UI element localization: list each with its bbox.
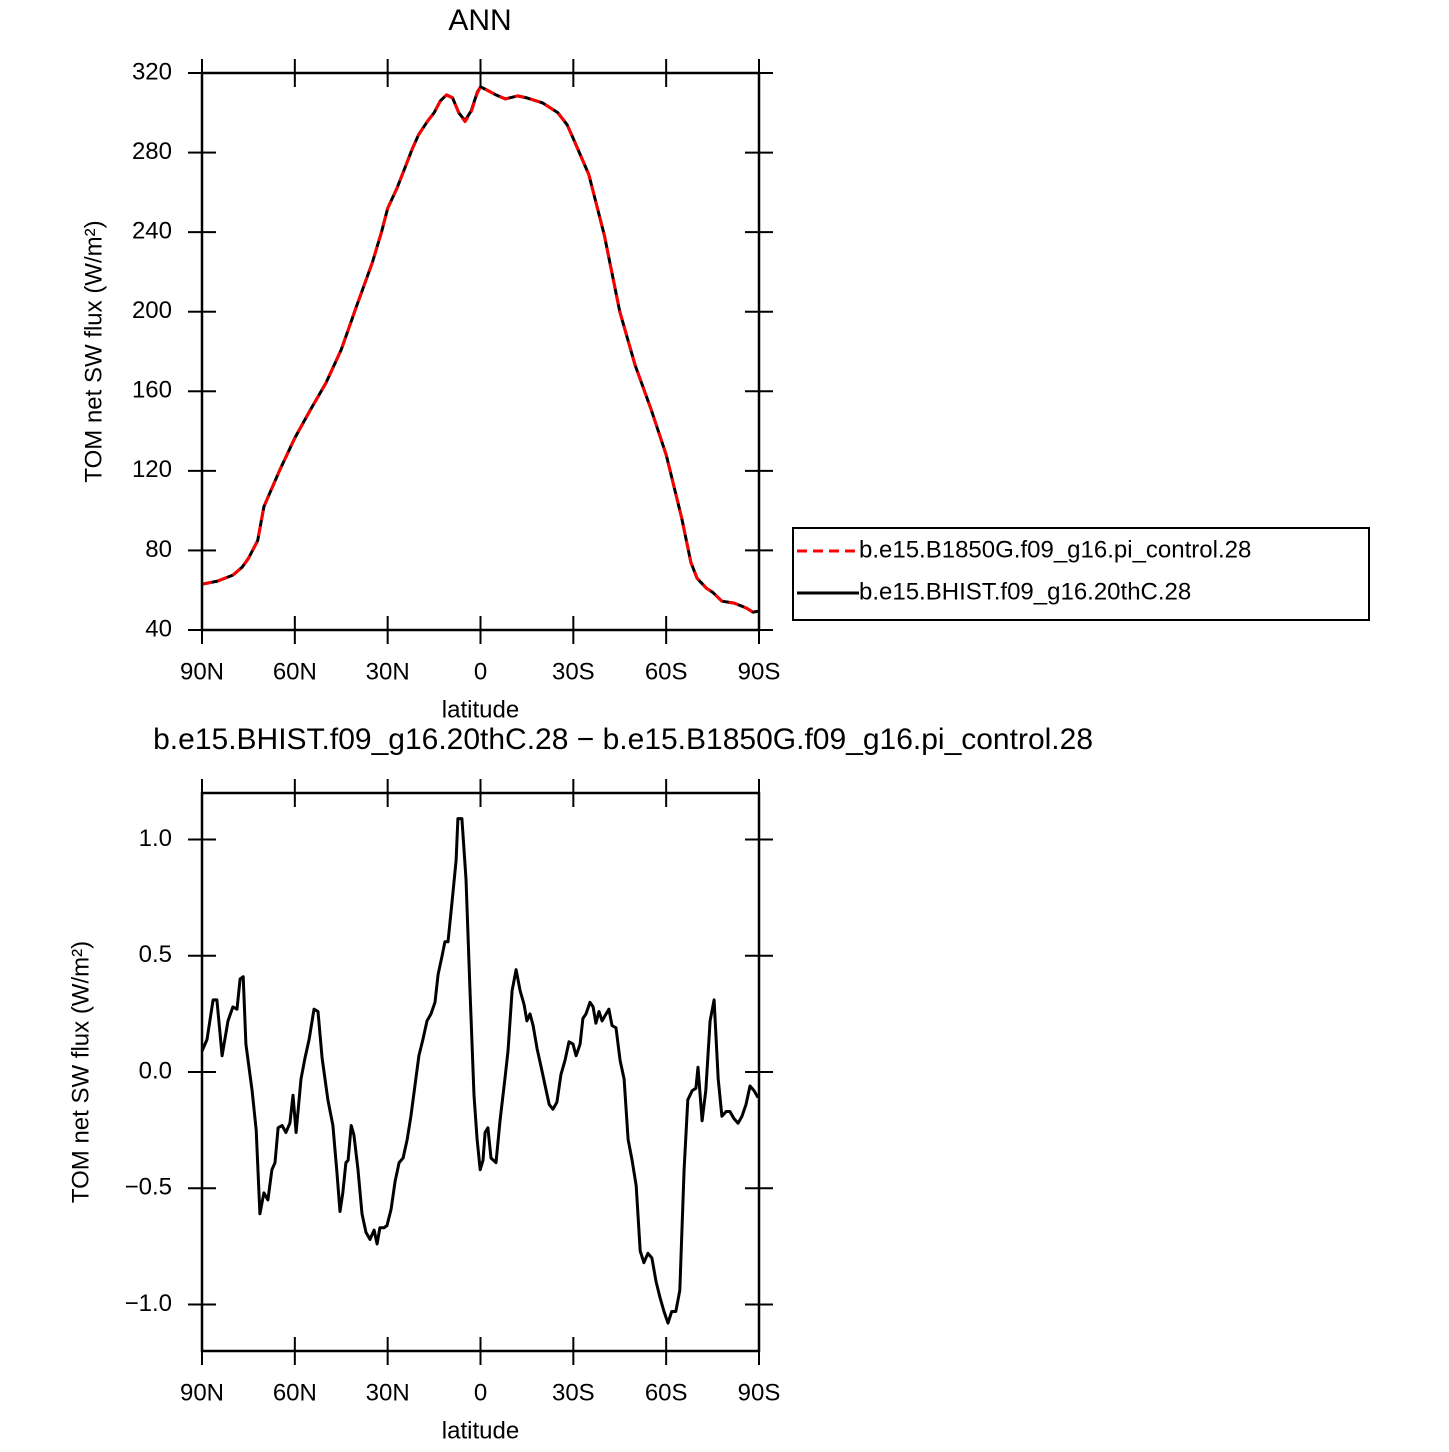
data-line (200, 817, 760, 1325)
y-tick-label: 0.0 (139, 1057, 172, 1084)
x-tick-label: 90S (738, 1379, 781, 1406)
y-tick-label: 320 (132, 58, 172, 85)
y-tick-label: −1.0 (125, 1290, 172, 1317)
chart-title: ANN (448, 4, 511, 37)
x-axis-label: latitude (442, 696, 519, 723)
x-tick-label: 60S (645, 658, 688, 685)
y-tick-label: 240 (132, 217, 172, 244)
plot-frame (200, 71, 761, 632)
y-tick-label: 40 (145, 615, 172, 642)
x-tick-label: 0 (474, 1379, 487, 1406)
y-tick-label: 80 (145, 536, 172, 563)
x-axis-label: latitude (442, 1417, 519, 1444)
data-line (201, 85, 760, 614)
x-tick-label: 30N (366, 1379, 410, 1406)
x-tick-label: 60S (645, 1379, 688, 1406)
y-tick-label: 200 (132, 297, 172, 324)
x-tick-label: 30S (552, 1379, 595, 1406)
plot-frame (200, 791, 761, 1353)
x-tick-label: 60N (273, 1379, 317, 1406)
y-tick-label: 280 (132, 138, 172, 165)
x-tick-label: 90N (180, 1379, 224, 1406)
x-tick-label: 60N (273, 658, 317, 685)
x-tick-label: 30N (366, 658, 410, 685)
legend-box (792, 527, 1370, 621)
y-tick-label: 1.0 (139, 825, 172, 852)
legend-label: b.e15.BHIST.f09_g16.20thC.28 (859, 578, 1191, 605)
y-tick-label: −0.5 (125, 1174, 172, 1201)
x-tick-label: 30S (552, 658, 595, 685)
y-tick-label: 160 (132, 377, 172, 404)
x-tick-label: 0 (474, 658, 487, 685)
chart-title: b.e15.BHIST.f09_g16.20thC.28 − b.e15.B18… (153, 723, 1093, 756)
y-tick-label: 120 (132, 456, 172, 483)
x-tick-label: 90S (738, 658, 781, 685)
y-axis-label: TOM net SW flux (W/m²) (80, 220, 107, 482)
y-tick-label: 0.5 (139, 941, 172, 968)
data-line (201, 85, 760, 614)
y-axis-label: TOM net SW flux (W/m²) (67, 941, 94, 1203)
x-tick-label: 90N (180, 658, 224, 685)
legend-label: b.e15.B1850G.f09_g16.pi_control.28 (859, 536, 1251, 563)
